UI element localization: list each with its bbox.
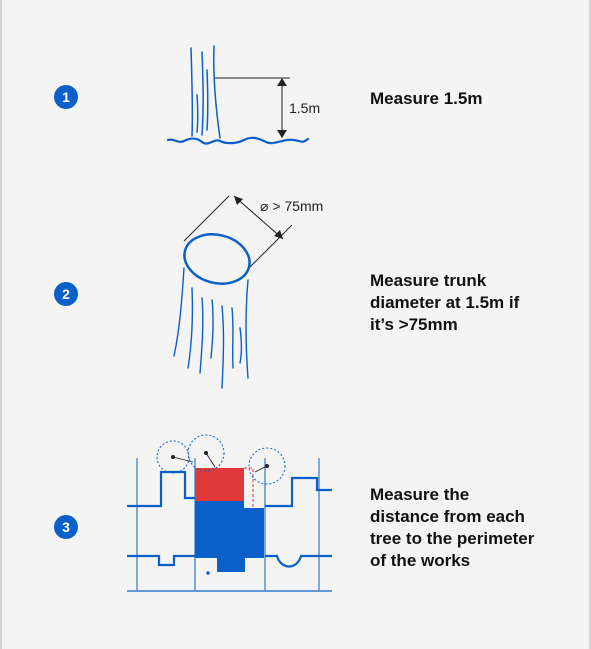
trunk-cross-section — [183, 233, 251, 285]
ground-line — [166, 136, 310, 145]
arrow-up-icon — [277, 78, 287, 86]
step-3-number-badge: 3 — [54, 515, 78, 539]
lower-kerb-left — [127, 554, 195, 567]
arrow-diagonal-start-icon — [234, 196, 243, 205]
works-area-red — [195, 468, 244, 501]
tree-canopy-1 — [156, 440, 190, 474]
upper-kerb-right — [265, 476, 332, 508]
arrow-diagonal-end-icon — [274, 230, 283, 239]
trunk-left-outline — [190, 47, 194, 137]
works-area-blue — [195, 501, 264, 572]
step-1-number-badge: 1 — [54, 85, 78, 109]
step-2-number-badge: 2 — [54, 282, 78, 306]
trunk-right-outline — [245, 279, 249, 379]
step-1-text: Measure 1.5m — [370, 89, 483, 108]
diameter-label: ⌀ > 75mm — [260, 198, 323, 214]
diameter-extension-right — [246, 224, 293, 271]
step-3-text: Measure the distance from each tree to t… — [370, 485, 535, 570]
trunk-right-outline — [213, 45, 221, 139]
diameter-dimension-line — [233, 195, 284, 240]
works-extension-dashed — [244, 467, 254, 508]
upper-kerb-left — [127, 470, 195, 508]
trunk-left-outline — [173, 267, 185, 357]
height-label: 1.5m — [289, 100, 320, 116]
tree-canopy-3 — [248, 447, 286, 485]
arrow-down-icon — [277, 130, 287, 138]
trunk-diameter-figure: ⌀ > 75mm — [173, 195, 323, 389]
tree-canopy-2 — [187, 434, 225, 472]
works-perimeter-plan-figure — [127, 434, 332, 592]
lower-kerb-right — [265, 554, 332, 568]
tree-trunk-height-figure: 1.5m — [166, 45, 320, 145]
step-2-text: Measure trunk diameter at 1.5m if it’s >… — [370, 271, 520, 334]
diameter-extension-left — [183, 195, 230, 242]
